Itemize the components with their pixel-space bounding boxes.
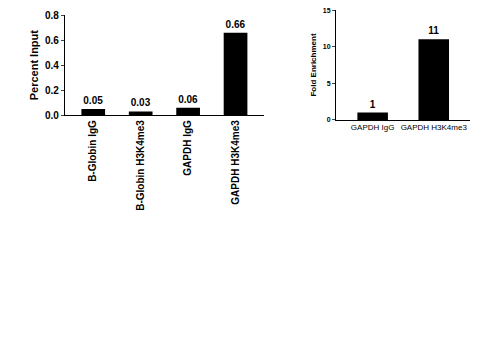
svg-text:0.06: 0.06 (178, 94, 198, 105)
svg-text:0.6: 0.6 (45, 35, 59, 46)
svg-text:0.4: 0.4 (45, 60, 59, 71)
svg-text:B-Globin H3K4me3: B-Globin H3K4me3 (135, 120, 146, 211)
svg-text:0.0: 0.0 (45, 110, 59, 121)
svg-text:0: 0 (327, 116, 331, 123)
svg-text:0.05: 0.05 (83, 95, 103, 106)
svg-text:0.03: 0.03 (131, 97, 151, 108)
svg-text:Fold Enrichment: Fold Enrichment (310, 33, 319, 96)
svg-text:GAPDH IgG: GAPDH IgG (351, 123, 395, 132)
svg-text:15: 15 (323, 7, 331, 14)
svg-text:B-Globin IgG: B-Globin IgG (88, 120, 99, 182)
svg-text:1: 1 (370, 99, 376, 110)
svg-text:GAPDH H3K4me3: GAPDH H3K4me3 (230, 120, 241, 205)
svg-text:GAPDH H3K4me3: GAPDH H3K4me3 (401, 123, 468, 132)
svg-text:0.2: 0.2 (45, 85, 59, 96)
svg-text:Percent Input: Percent Input (28, 30, 40, 101)
svg-text:GAPDH IgG: GAPDH IgG (182, 120, 193, 176)
svg-text:11: 11 (428, 25, 439, 36)
svg-text:5: 5 (327, 80, 331, 87)
svg-text:0.8: 0.8 (45, 10, 59, 21)
svg-text:10: 10 (323, 43, 331, 50)
svg-text:0.66: 0.66 (226, 19, 246, 30)
